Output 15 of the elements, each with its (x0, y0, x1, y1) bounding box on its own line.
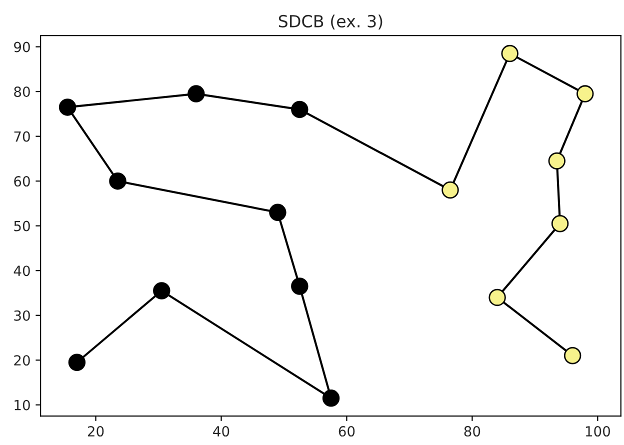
y-tick-label: 80 (14, 86, 30, 98)
y-tick-label: 10 (14, 400, 30, 410)
y-tick-label: 50 (14, 220, 30, 232)
y-tick-label: 40 (14, 266, 30, 276)
x-tick-label: 20 (88, 426, 104, 437)
y-tick-label: 90 (14, 42, 30, 52)
chart-title: SDCB (ex. 3) (278, 14, 382, 30)
y-tick-label: 60 (14, 176, 30, 187)
y-tick-label: 70 (14, 131, 30, 142)
x-tick-label: 60 (338, 426, 355, 437)
x-tick-label: 80 (464, 426, 480, 437)
y-tick-label: 20 (14, 355, 30, 366)
x-tick-label: 100 (586, 426, 610, 437)
x-tick-label: 40 (213, 426, 230, 437)
y-tick-label: 30 (14, 310, 30, 321)
